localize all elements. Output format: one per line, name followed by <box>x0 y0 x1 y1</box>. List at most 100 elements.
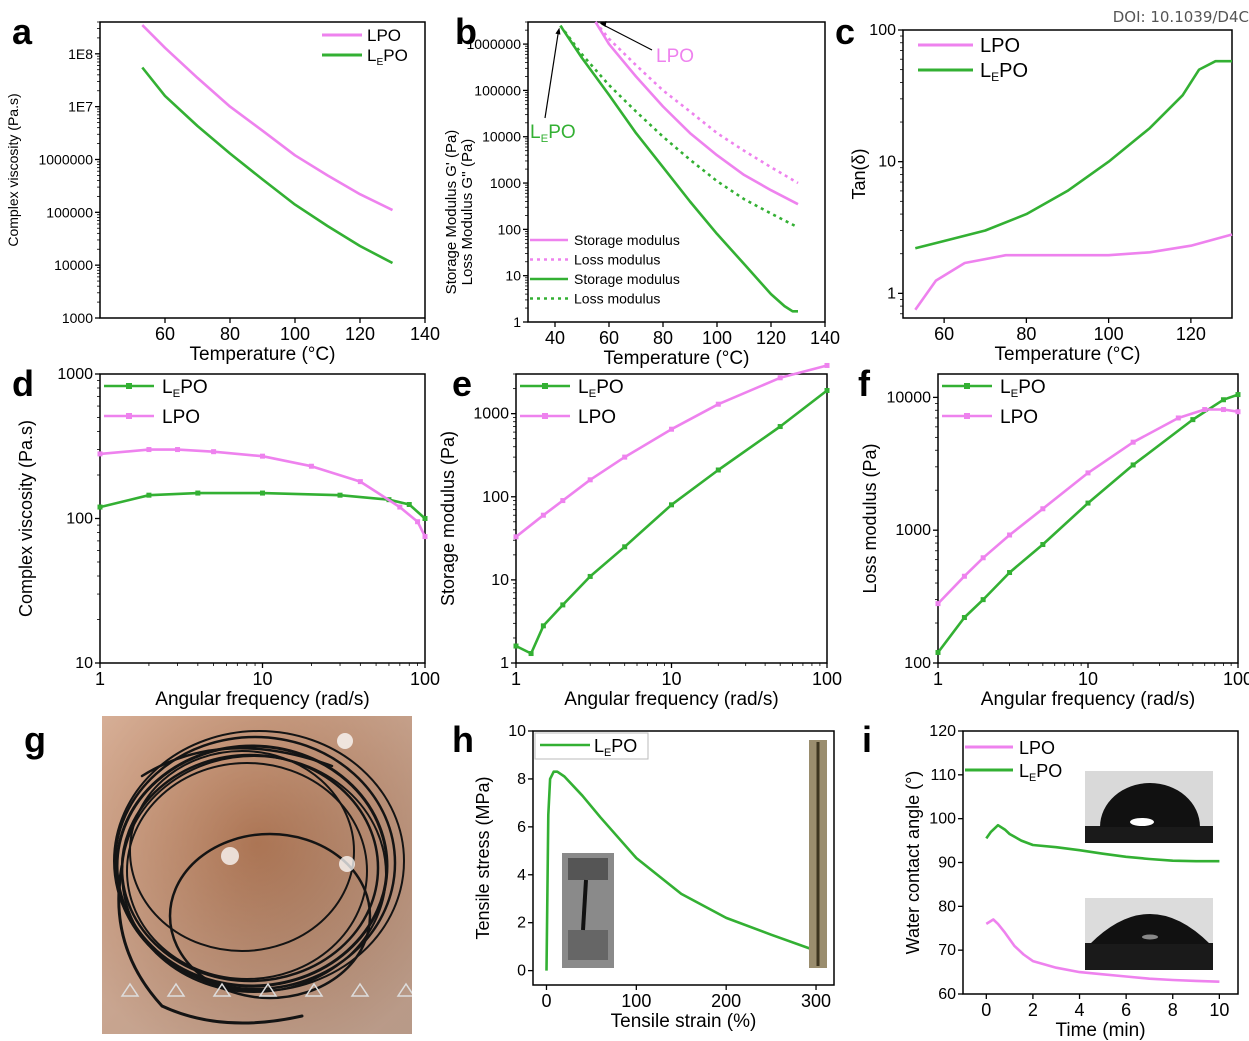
data-point <box>422 516 428 521</box>
panel-label-g: g <box>24 719 46 760</box>
legend-text-rest: PO <box>548 122 575 143</box>
droplet-highlight <box>1142 934 1158 940</box>
x-tick-label: 120 <box>1176 324 1206 344</box>
data-point <box>1220 397 1226 403</box>
legend-marker <box>964 413 970 419</box>
x-tick-label: 4 <box>1075 1000 1085 1020</box>
series-line-lepo <box>515 389 828 655</box>
x-tick-label: 300 <box>801 991 831 1011</box>
legend-marker <box>126 383 132 389</box>
x-tick-label: 140 <box>810 328 840 348</box>
legend-text: LPO <box>162 407 200 428</box>
y-tick-label: 100 <box>66 511 93 528</box>
data-point <box>622 544 628 550</box>
legend-text: LEPO <box>980 60 1028 84</box>
plot-frame <box>515 373 828 664</box>
data-point <box>560 602 566 608</box>
panel-label-d: d <box>12 363 34 404</box>
legend-text-sub: E <box>1029 772 1036 784</box>
y-tick-label: 100 <box>904 655 931 672</box>
data-point <box>406 501 412 507</box>
legend-text-main: L <box>578 377 589 398</box>
legend-text-sub: E <box>541 133 549 145</box>
series-line-lpo <box>985 918 1220 983</box>
legend-text: LEPO <box>530 122 576 145</box>
data-point <box>1130 462 1136 468</box>
droplet <box>1090 914 1210 944</box>
y-tick-label: 100000 <box>474 82 521 98</box>
legend-text-rest: PO <box>999 60 1028 82</box>
legend-text-rest: PO <box>596 377 623 398</box>
data-point <box>211 449 217 455</box>
x-axis-label: Angular frequency (rad/s) <box>981 689 1195 710</box>
data-point <box>1085 470 1091 476</box>
chart-panel-f: f 100 1000 10000 1 10 100 Angular frequency (ra… <box>858 363 1249 710</box>
data-point <box>357 479 363 485</box>
legend-text-main: L <box>1000 377 1011 398</box>
droplet-highlight <box>1130 818 1154 826</box>
plot-frame <box>99 373 426 664</box>
series-line-lpo <box>515 364 828 538</box>
data-point <box>1175 415 1181 421</box>
chart-panel-c: c 1 10 100 60 80 100 120 Temperature (°C) Tan(δ) L… <box>835 11 1233 365</box>
data-point <box>195 490 201 496</box>
x-tick-label: 120 <box>345 324 375 344</box>
y-axis-label: Complex viscosity (Pa.s) <box>16 420 36 617</box>
chart-panel-a: a 1000 10000 100000 1000000 1E7 1E8 60 80 100 120 1… <box>5 11 440 365</box>
droplet <box>1100 783 1200 827</box>
y-tick-label: 1000 <box>473 406 509 423</box>
legend-text: LPO <box>367 26 401 45</box>
legend-text: LPO <box>656 46 694 67</box>
y-tick-label: 4 <box>517 867 526 884</box>
x-axis-label: Temperature (°C) <box>604 348 750 369</box>
data-point <box>777 375 783 381</box>
series-line-lepo-storage-modulus <box>559 24 798 313</box>
plot-frame <box>902 29 1233 319</box>
data-point <box>622 454 628 460</box>
y-tick-label: 1000 <box>57 366 93 383</box>
data-point <box>97 451 103 457</box>
legend-text-sub: E <box>604 747 611 759</box>
y-tick-label: 1000 <box>895 522 931 539</box>
y-tick-label: 1000 <box>490 175 521 191</box>
stretched-sample-inset-photo <box>809 740 827 968</box>
legend-text-main: L <box>980 60 991 82</box>
x-tick-label: 80 <box>653 328 673 348</box>
annotation-arrow <box>601 23 653 51</box>
y-tick-label: 1 <box>887 285 896 302</box>
data-point <box>1085 500 1091 506</box>
y-tick-label: 110 <box>930 767 956 784</box>
data-point <box>146 447 152 453</box>
panel-label-f: f <box>858 363 871 404</box>
y-axis-label: Loss modulus (Pa) <box>860 443 880 593</box>
plot-frame <box>527 21 826 323</box>
panel-label-i: i <box>862 719 872 760</box>
data-point <box>1007 570 1013 576</box>
x-tick-label: 100 <box>702 328 732 348</box>
legend-text-rest: PO <box>611 736 637 756</box>
legend-text: Loss modulus <box>574 252 660 268</box>
data-point <box>513 534 519 540</box>
y-tick-label: 2 <box>517 915 526 932</box>
data-point <box>1235 409 1241 415</box>
filament-photo-drawing <box>102 716 412 1034</box>
y-tick-label: 1000000 <box>466 36 521 52</box>
y-tick-label: 1000 <box>62 310 93 326</box>
chart-panel-i: i 60 70 80 90 100 110 120 0 2 4 6 8 10 Time (min) Water… <box>862 719 1239 1041</box>
x-tick-label: 2 <box>1028 1000 1038 1020</box>
legend-text: Loss modulus <box>574 291 660 307</box>
x-tick-label: 80 <box>220 324 240 344</box>
x-tick-label: 200 <box>711 991 741 1011</box>
y-tick-label: 60 <box>938 986 956 1003</box>
data-point <box>1202 407 1208 413</box>
legend-marker <box>542 413 548 419</box>
data-point <box>1040 506 1046 512</box>
y-tick-label: 8 <box>517 771 526 788</box>
y-tick-label: 120 <box>929 723 956 740</box>
droplet-inset-lpo <box>1085 898 1213 970</box>
data-point <box>308 463 314 469</box>
data-point <box>422 534 428 540</box>
data-point <box>1235 392 1241 398</box>
y-tick-label: 100 <box>929 811 956 828</box>
